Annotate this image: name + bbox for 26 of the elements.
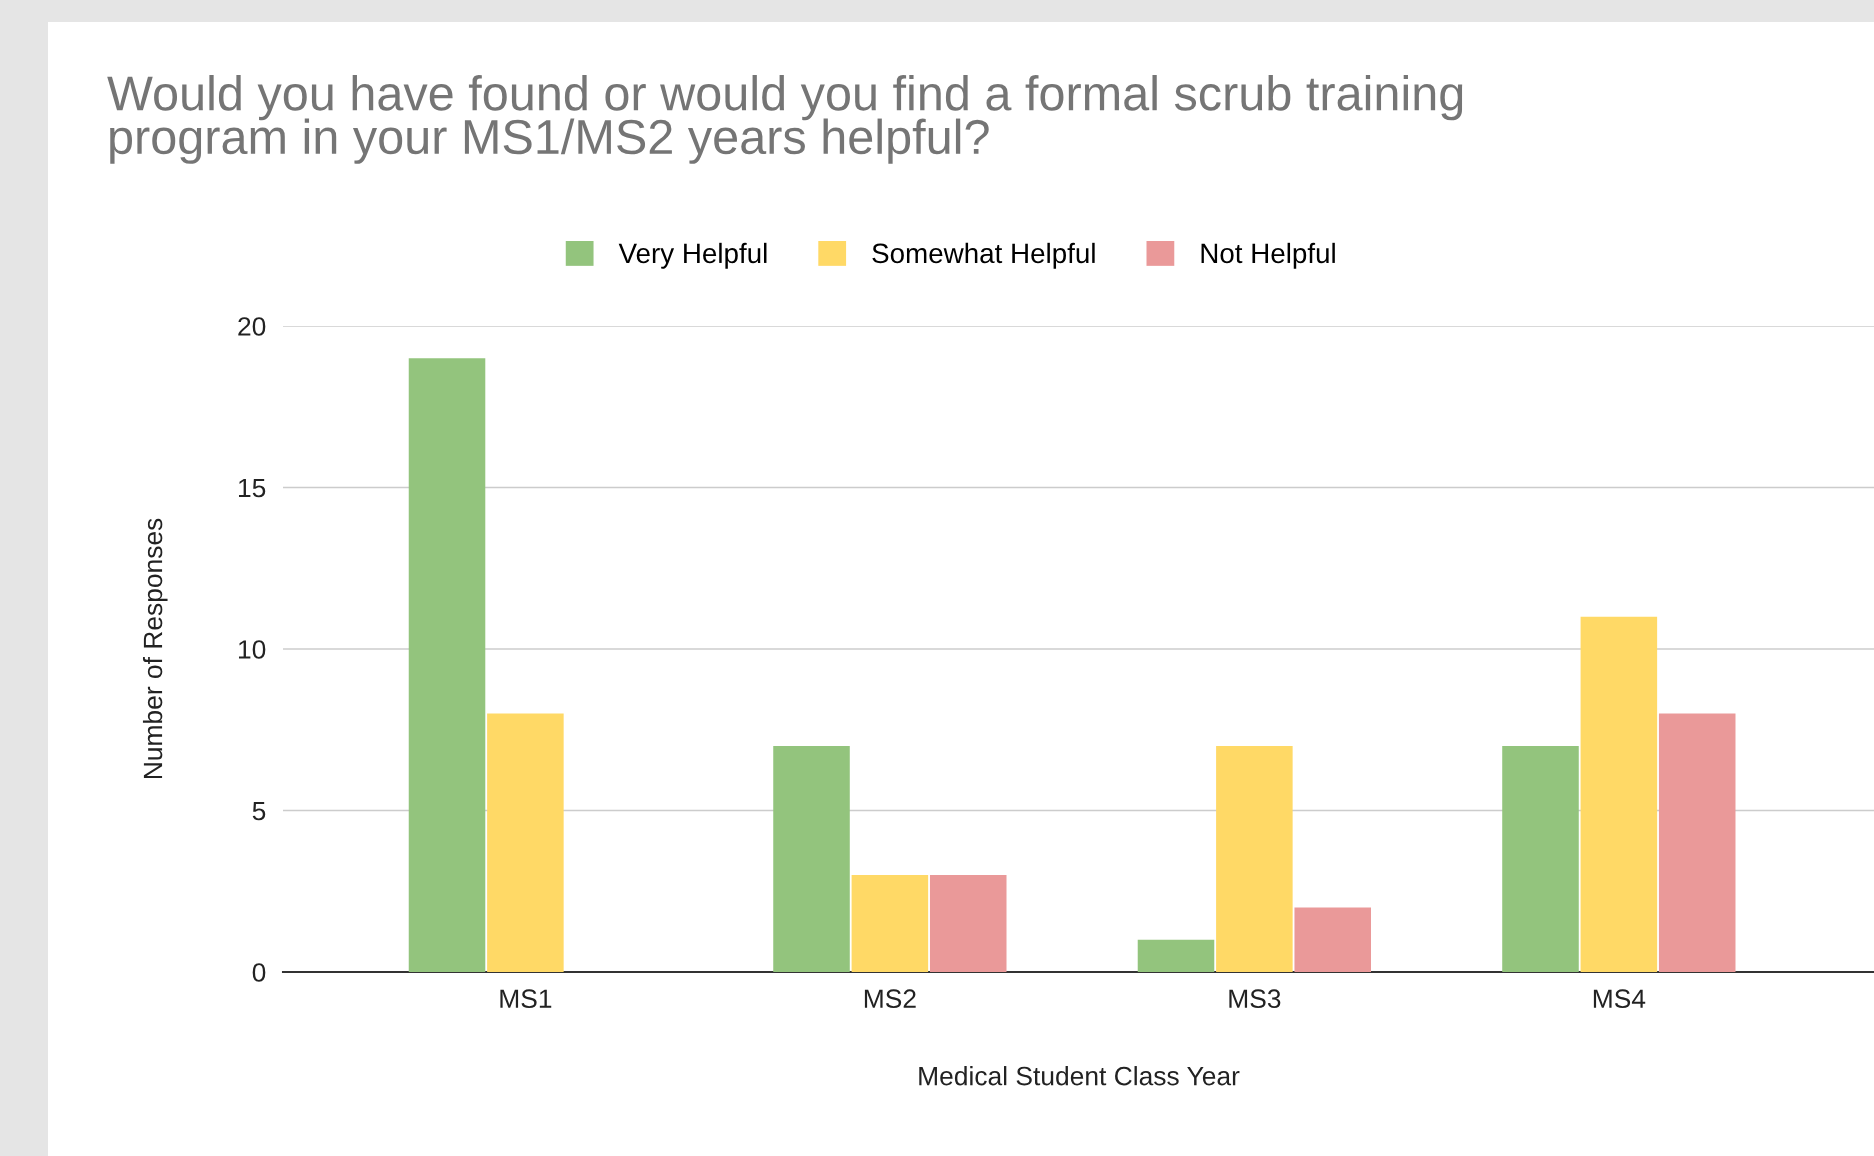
x-tick-label: MS2 [864, 989, 916, 1009]
y-tick-label: 0 [252, 963, 266, 982]
legend-label: Not Helpful [1201, 242, 1335, 269]
y-axis-title: Number of Responses [142, 518, 168, 779]
y-tick-label: 20 [238, 317, 266, 336]
bar [1294, 907, 1371, 972]
x-axis-title: Medical Student Class Year [919, 1066, 1240, 1086]
bar [1216, 745, 1293, 972]
y-tick-label: 5 [252, 801, 266, 821]
y-tick-label: 10 [239, 640, 266, 659]
bar [1502, 745, 1579, 972]
chart-title: Would you have found or would you find a formal scrub training program in your MS1/MS2 years helpful? [107, 75, 1463, 164]
x-tick-label: MS1 [500, 989, 552, 1009]
legend-label: Somewhat Helpful [872, 242, 1095, 269]
bar [929, 875, 1007, 972]
y-tick-label: 15 [239, 478, 266, 498]
legend-label: Very Helpful [618, 242, 767, 269]
bar [408, 358, 486, 972]
bar [851, 875, 929, 972]
x-tick-label: MS4 [1593, 989, 1646, 1009]
bar [487, 713, 564, 972]
x-tick-label: MS3 [1229, 989, 1281, 1009]
bar [1658, 713, 1736, 972]
bar [773, 745, 850, 972]
bar [1580, 616, 1658, 972]
bar [1137, 939, 1215, 972]
